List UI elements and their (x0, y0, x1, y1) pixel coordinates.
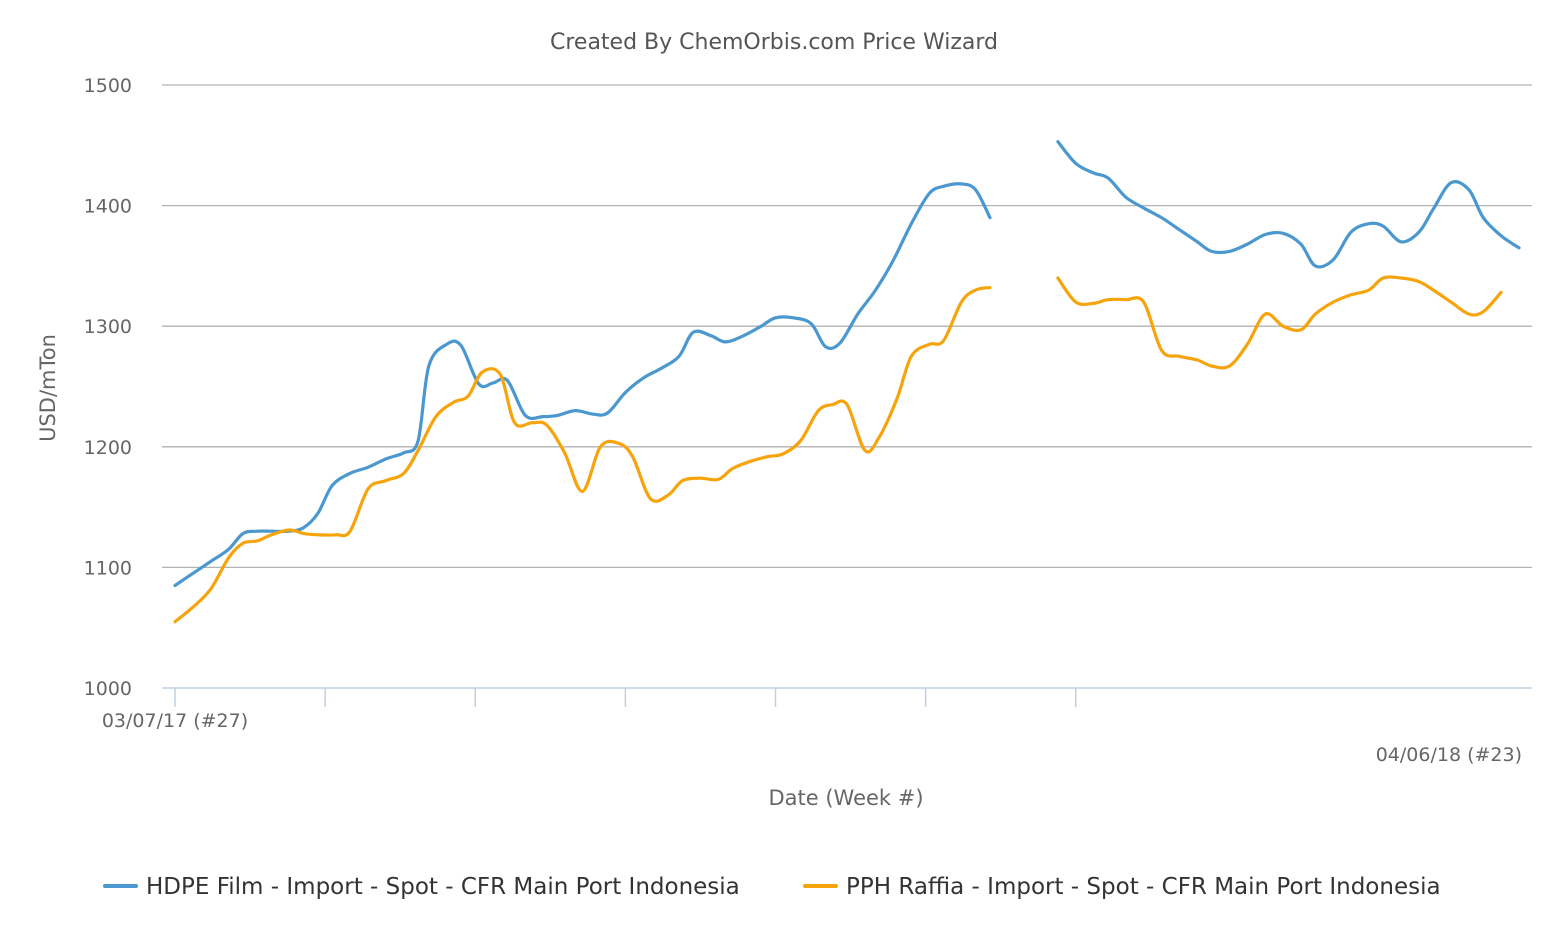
series-line-1-segment-1 (173, 182, 992, 588)
y-tick-label: 1300 (84, 316, 132, 338)
y-axis-ticks: 1000 1100 1200 1300 1400 1500 (84, 75, 132, 700)
series-lines (173, 140, 1521, 624)
x-axis-title: Date (Week #) (768, 786, 923, 810)
x-axis-ticks (174, 688, 1077, 707)
y-tick-label: 1100 (84, 557, 132, 579)
series-line-2-segment-1 (173, 286, 992, 624)
y-tick-label: 1200 (84, 437, 132, 459)
legend-label-2: PPH Raffia - Import - Spot - CFR Main Po… (846, 874, 1441, 900)
series-line-2-segment-2 (1056, 275, 1503, 370)
x-start-label: 03/07/17 (#27) (102, 710, 248, 732)
x-end-label: 04/06/18 (#23) (1376, 744, 1522, 766)
legend: HDPE Film - Import - Spot - CFR Main Por… (103, 874, 1441, 900)
y-axis-title: USD/mTon (36, 334, 60, 442)
y-tick-label: 1400 (84, 196, 132, 218)
chart-title: Created By ChemOrbis.com Price Wizard (550, 30, 998, 55)
gridlines (162, 84, 1532, 569)
legend-label-1: HDPE Film - Import - Spot - CFR Main Por… (146, 874, 740, 900)
y-tick-label: 1000 (84, 678, 132, 700)
series-line-1-segment-2 (1056, 140, 1521, 269)
y-tick-label: 1500 (84, 75, 132, 97)
